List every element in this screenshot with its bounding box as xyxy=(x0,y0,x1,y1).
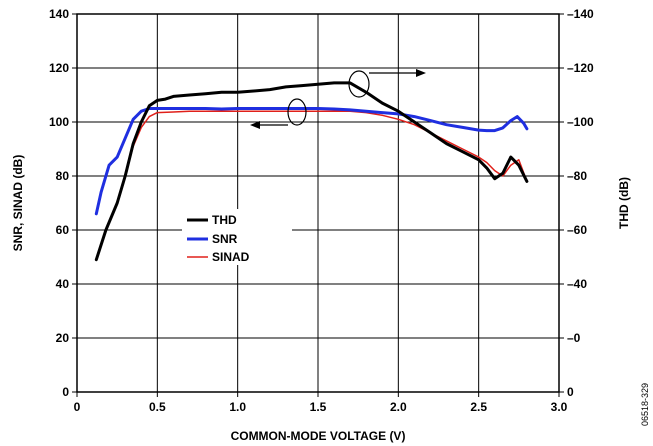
thd-arrow-head xyxy=(416,69,426,77)
x-tick-label: 3.0 xyxy=(551,400,568,414)
y-tick-label-right: 0 xyxy=(567,385,574,399)
y-tick-label-right: –0 xyxy=(567,331,581,345)
y-tick-label-right: –80 xyxy=(567,169,587,183)
x-tick-label: 1.5 xyxy=(310,400,327,414)
x-tick-label: 0.5 xyxy=(149,400,166,414)
series-line-snr xyxy=(94,107,529,216)
thd-axis-annotation xyxy=(348,69,426,98)
series-lines xyxy=(94,81,529,262)
y-tick-label-left: 20 xyxy=(56,331,70,345)
y-tick-label-left: 140 xyxy=(49,7,69,21)
x-tick-label: 2.0 xyxy=(390,400,407,414)
series-line-thd xyxy=(94,81,529,262)
y-tick-label-right: –100 xyxy=(567,115,594,129)
y-tick-label-left: 0 xyxy=(62,385,69,399)
y-tick-label-right: –120 xyxy=(567,61,594,75)
x-axis-title: COMMON-MODE VOLTAGE (V) xyxy=(231,429,406,443)
thd-ellipse-marker xyxy=(348,70,370,98)
y-tick-label-right: –60 xyxy=(567,223,587,237)
y-tick-label-right: –140 xyxy=(567,7,594,21)
legend-label-sinad: SINAD xyxy=(212,250,250,264)
y-tick-label-left: 120 xyxy=(49,61,69,75)
y-tick-label-left: 60 xyxy=(56,223,70,237)
x-tick-label: 0 xyxy=(74,400,81,414)
y-tick-label-left: 100 xyxy=(49,115,69,129)
figure-id: 06518-329 xyxy=(640,383,650,426)
legend-label-snr: SNR xyxy=(212,232,238,246)
y-axis-title-left: SNR, SINAD (dB) xyxy=(11,155,25,252)
x-tick-label: 2.5 xyxy=(470,400,487,414)
legend: THD SNR SINAD xyxy=(182,209,292,265)
x-tick-label: 1.0 xyxy=(229,400,246,414)
snr-ellipse-marker xyxy=(287,98,307,126)
series-line-sinad xyxy=(95,110,528,261)
gridlines xyxy=(77,14,559,392)
snr-arrow-head xyxy=(250,121,260,129)
legend-background xyxy=(182,209,292,265)
y-tick-label-left: 80 xyxy=(56,169,70,183)
y-tick-label-right: –40 xyxy=(567,277,587,291)
y-tick-label-left: 40 xyxy=(56,277,70,291)
snr-axis-annotation xyxy=(250,98,307,129)
legend-label-thd: THD xyxy=(212,213,237,227)
y-axis-title-right: THD (dB) xyxy=(617,177,631,229)
